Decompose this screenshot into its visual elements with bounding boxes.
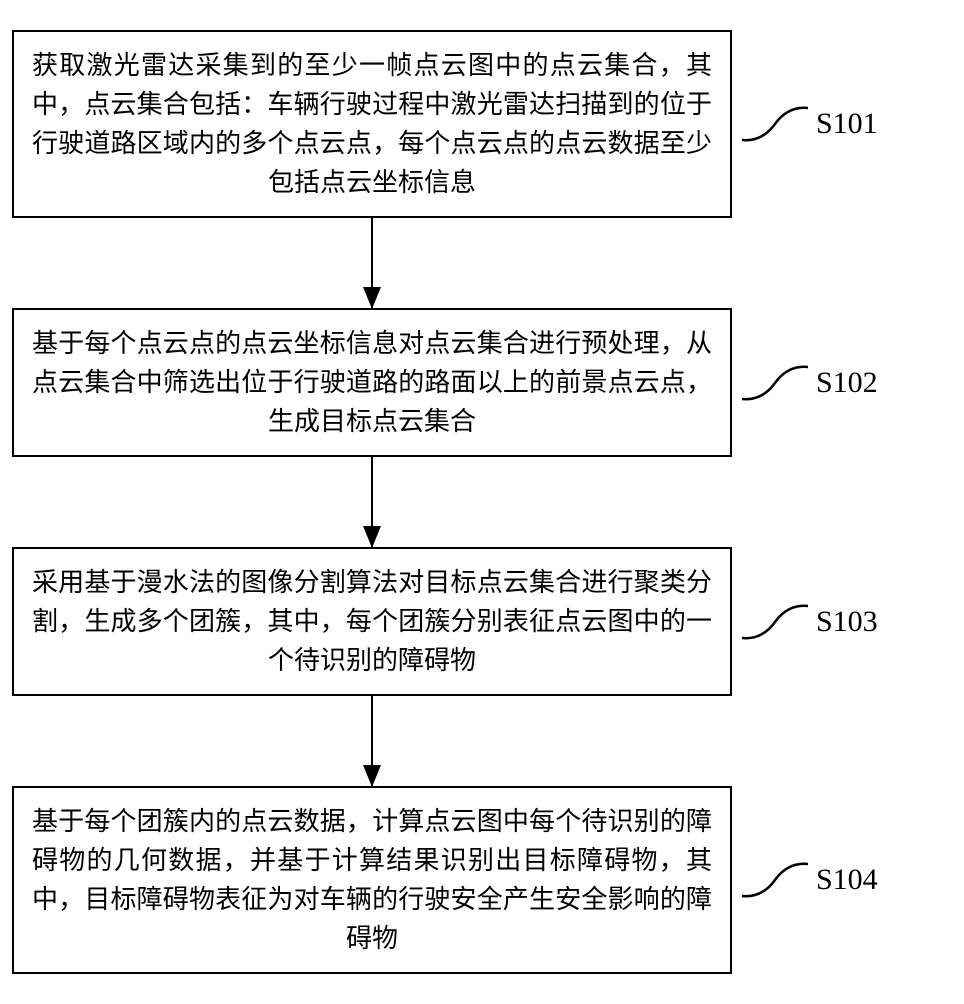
step-label-wrap: S104: [740, 856, 878, 904]
flowchart-container: 获取激光雷达采集到的至少一帧点云图中的点云集合，其中，点云集合包括：车辆行驶过程…: [12, 30, 952, 974]
connector-curve-icon: [740, 598, 810, 646]
step-label-wrap: S101: [740, 100, 878, 148]
connector-curve-icon: [740, 100, 810, 148]
arrow-head-icon: [363, 526, 381, 548]
step-id-label: S101: [816, 107, 878, 141]
arrow-head-icon: [363, 765, 381, 787]
step-id-label: S102: [816, 366, 878, 400]
step-id-label: S104: [816, 863, 878, 897]
step-label-wrap: S103: [740, 598, 878, 646]
step-box-4: 基于每个团簇内的点云数据，计算点云图中每个待识别的障碍物的几何数据，并基于计算结…: [12, 786, 732, 974]
arrow-line: [371, 218, 373, 308]
arrow: [12, 696, 732, 786]
step-text: 获取激光雷达采集到的至少一帧点云图中的点云集合，其中，点云集合包括：车辆行驶过程…: [32, 51, 712, 197]
step-text: 基于每个点云点的点云坐标信息对点云集合进行预处理，从点云集合中筛选出位于行驶道路…: [32, 329, 712, 436]
step-text: 基于每个团簇内的点云数据，计算点云图中每个待识别的障碍物的几何数据，并基于计算结…: [32, 807, 712, 953]
step-row: 基于每个点云点的点云坐标信息对点云集合进行预处理，从点云集合中筛选出位于行驶道路…: [12, 308, 952, 457]
connector-curve-icon: [740, 359, 810, 407]
step-row: 基于每个团簇内的点云数据，计算点云图中每个待识别的障碍物的几何数据，并基于计算结…: [12, 786, 952, 974]
step-id-label: S103: [816, 605, 878, 639]
arrow-line: [371, 696, 373, 786]
arrow-head-icon: [363, 287, 381, 309]
arrow: [12, 218, 732, 308]
step-label-wrap: S102: [740, 359, 878, 407]
step-row: 采用基于漫水法的图像分割算法对目标点云集合进行聚类分割，生成多个团簇，其中，每个…: [12, 547, 952, 696]
arrow-line: [371, 457, 373, 547]
arrow: [12, 457, 732, 547]
step-box-2: 基于每个点云点的点云坐标信息对点云集合进行预处理，从点云集合中筛选出位于行驶道路…: [12, 308, 732, 457]
step-text: 采用基于漫水法的图像分割算法对目标点云集合进行聚类分割，生成多个团簇，其中，每个…: [32, 568, 712, 675]
connector-curve-icon: [740, 856, 810, 904]
step-box-1: 获取激光雷达采集到的至少一帧点云图中的点云集合，其中，点云集合包括：车辆行驶过程…: [12, 30, 732, 218]
step-row: 获取激光雷达采集到的至少一帧点云图中的点云集合，其中，点云集合包括：车辆行驶过程…: [12, 30, 952, 218]
step-box-3: 采用基于漫水法的图像分割算法对目标点云集合进行聚类分割，生成多个团簇，其中，每个…: [12, 547, 732, 696]
